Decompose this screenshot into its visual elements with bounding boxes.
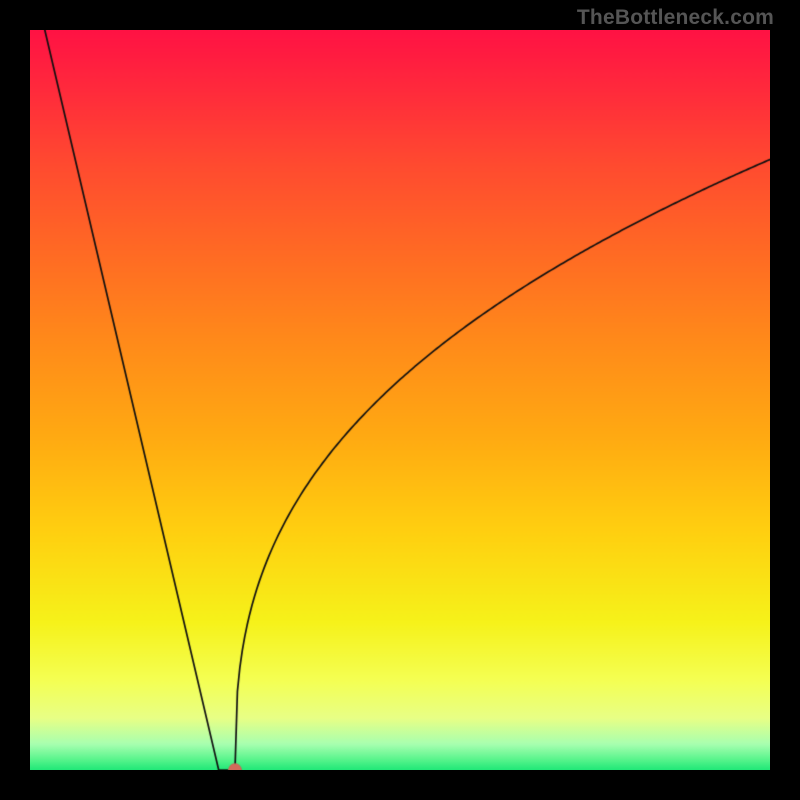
chart-container: TheBottleneck.com xyxy=(0,0,800,800)
bottleneck-curve xyxy=(30,30,770,770)
watermark-text: TheBottleneck.com xyxy=(577,6,774,30)
